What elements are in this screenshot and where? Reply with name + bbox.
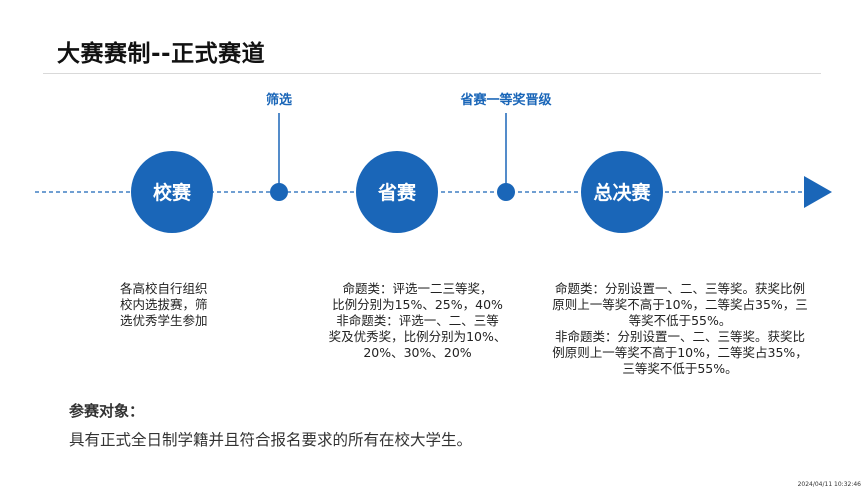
description-line: 等奖不低于55%。 [628,313,732,328]
description-line: 命题类：评选一二三等奖， [342,281,493,296]
participants-text: 具有正式全日制学籍并且符合报名要求的所有在校大学生。 [69,431,473,449]
marker-label-screening: 筛选 [266,92,292,108]
slide-title: 大赛赛制--正式赛道 [57,41,266,67]
description-line: 各高校自行组织 [120,281,208,296]
stage-circle-provincial [356,151,438,233]
screenshot-timestamp: 2024/04/11 10:32:46 [797,481,861,488]
description-line: 奖及优秀奖，比例分别为10%、 [328,329,507,344]
description-line: 非命题类：分别设置一、二、三等奖。获奖比 [554,329,805,344]
stage-label-provincial: 省赛 [377,181,417,204]
timeline-arrow-icon [804,176,832,208]
description-provincial: 命题类：评选一二三等奖， 比例分别为15%、25%，40% 非命题类：评选一、二… [310,281,525,361]
participants-heading: 参赛对象： [69,402,145,420]
title-divider [43,73,821,74]
stage-circle-final [581,151,663,233]
description-line: 三等奖不低于55%。 [622,361,738,376]
marker-dot-advance [497,183,515,201]
stage-label-final: 总决赛 [593,181,651,204]
description-line: 命题类：分别设置一、二、三等奖。获奖比例 [554,281,805,296]
description-line: 原则上一等奖不高于10%，二等奖占35%，三 [552,297,808,312]
description-line: 比例分别为15%、25%，40% [332,297,503,312]
description-line: 选优秀学生参加 [120,313,208,328]
description-school: 各高校自行组织 校内选拔赛，筛 选优秀学生参加 [120,281,208,329]
stage-circle-school [131,151,213,233]
description-line: 例原则上一等奖不高于10%，二等奖占35%， [552,345,808,360]
marker-dot-screening [270,183,288,201]
timeline: 筛选 省赛一等奖晋级 校赛 省赛 总决赛 [35,92,832,233]
description-final: 命题类：分别设置一、二、三等奖。获奖比例 原则上一等奖不高于10%，二等奖占35… [545,281,815,377]
stage-label-school: 校赛 [153,181,192,204]
description-line: 非命题类：评选一、二、三等 [336,313,499,328]
description-line: 校内选拔赛，筛 [120,297,208,312]
marker-label-advance: 省赛一等奖晋级 [459,92,552,108]
description-line: 20%、30%、20% [363,345,472,360]
